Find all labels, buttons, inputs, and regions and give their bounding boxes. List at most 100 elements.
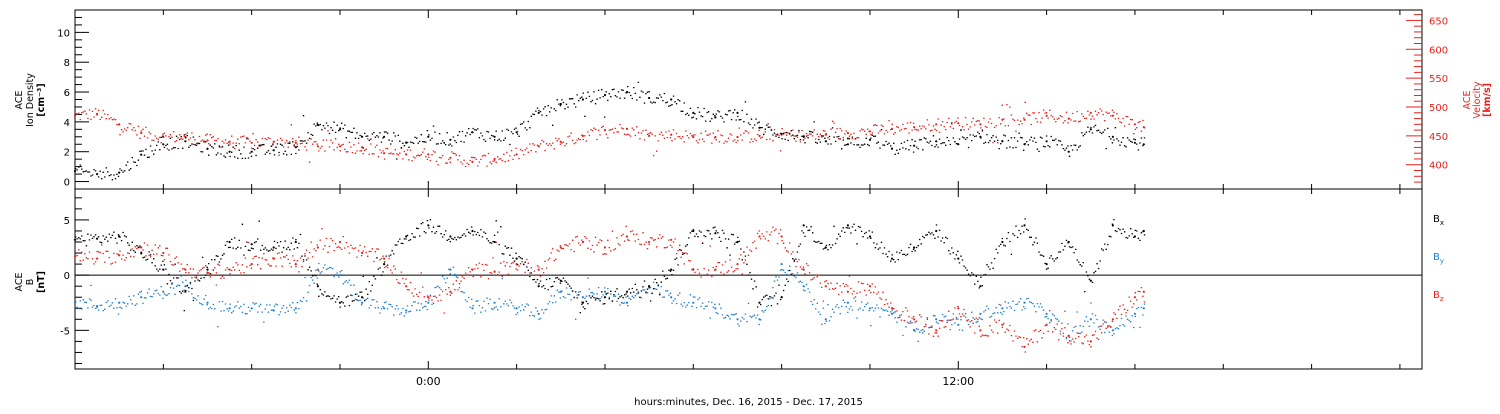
- by-point: [1089, 318, 1092, 321]
- ion-density-point: [250, 150, 253, 153]
- bz-point: [758, 235, 761, 238]
- ion-density-point: [1067, 150, 1070, 153]
- ion-density-point: [648, 96, 651, 100]
- velocity-point: [427, 153, 430, 156]
- by-point: [1001, 307, 1004, 310]
- panel-2-tick-label: -5: [60, 326, 70, 337]
- bx-point: [427, 224, 430, 227]
- bx-point: [736, 240, 739, 244]
- bx-point: [361, 296, 364, 299]
- velocity-point: [206, 139, 209, 142]
- bz-point: [383, 257, 386, 260]
- bx-point: [73, 238, 77, 241]
- velocity-point: [1023, 118, 1026, 121]
- legend-y: By: [1433, 252, 1444, 265]
- by-point: [471, 307, 474, 310]
- bz-point: [736, 263, 739, 266]
- bx-point: [272, 246, 275, 249]
- ion-density-point: [228, 150, 231, 153]
- ion-density-point: [1045, 140, 1048, 143]
- ion-density-point: [935, 140, 938, 143]
- velocity-point: [625, 127, 629, 130]
- bz-point: [96, 257, 99, 260]
- ion-density-point: [493, 135, 496, 138]
- bx-point: [581, 301, 585, 304]
- legend-z-sub: z: [1440, 295, 1444, 303]
- by-point: [96, 305, 99, 308]
- bz-point: [1001, 323, 1004, 326]
- bz-point: [1023, 345, 1026, 348]
- by-point: [537, 312, 540, 315]
- ion-density-point: [449, 138, 452, 141]
- ion-density-point: [692, 111, 695, 114]
- bx-point: [294, 240, 297, 244]
- by-point: [603, 290, 607, 293]
- velocity-point: [1089, 111, 1092, 114]
- ion-density-point: [581, 98, 585, 101]
- legend-y-sub: y: [1440, 257, 1444, 265]
- bz-point: [648, 240, 651, 244]
- velocity-point: [979, 123, 982, 126]
- velocity-point: [1133, 123, 1136, 126]
- bz-point: [846, 290, 850, 293]
- velocity-point: [846, 131, 850, 135]
- velocity-point: [338, 145, 342, 148]
- ion-density-point: [714, 116, 717, 119]
- bx-point: [250, 243, 253, 246]
- bx-point: [338, 301, 342, 304]
- bx-point: [383, 263, 386, 266]
- bx-point: [670, 268, 673, 271]
- bx-point: [184, 290, 187, 293]
- by-point: [162, 290, 165, 293]
- x-tick-label: 12:00: [942, 375, 974, 388]
- by-point: [1142, 307, 1145, 310]
- bx-point: [206, 268, 209, 271]
- bz-point: [957, 307, 960, 310]
- by-point: [802, 285, 805, 288]
- bx-point: [979, 285, 982, 288]
- plot-data-points: [73, 81, 1146, 353]
- panel-1-right-tick-label: 450: [1429, 132, 1448, 143]
- velocity-point: [449, 156, 452, 159]
- bz-point: [603, 246, 607, 249]
- panel-2-left-axis-title: B: [25, 279, 36, 286]
- by-point: [449, 268, 452, 271]
- by-point: [780, 263, 783, 266]
- bz-point: [868, 285, 872, 288]
- velocity-point: [1001, 118, 1004, 121]
- bx-point: [603, 296, 607, 299]
- plot-text: 0:00 12:00 hours:minutes, Dec. 16, 2015 - …: [14, 16, 1493, 408]
- ion-density-point: [96, 173, 99, 176]
- velocity-point: [515, 153, 518, 156]
- panel-1-right-tick-label: 550: [1429, 74, 1448, 85]
- velocity-point: [758, 134, 761, 137]
- bx-point: [802, 224, 805, 227]
- bx-point: [1045, 263, 1048, 266]
- by-point: [338, 274, 342, 277]
- ion-density-point: [802, 135, 805, 138]
- legend-y-base: B: [1433, 252, 1440, 263]
- velocity-samples: [75, 101, 1146, 168]
- bz-point: [140, 246, 143, 249]
- ion-density-point: [427, 135, 430, 138]
- by-point: [316, 268, 319, 271]
- bx-point: [1023, 224, 1026, 227]
- by-point: [383, 307, 386, 310]
- ion-density-point: [162, 143, 165, 146]
- panel-2-tick-label: 5: [64, 216, 70, 227]
- bz-point: [162, 251, 165, 255]
- bz-point: [802, 268, 805, 271]
- panel-1-left-axis-title: [cm⁻³]: [36, 83, 47, 116]
- by-point: [581, 296, 585, 299]
- ion-density-point: [559, 102, 562, 106]
- velocity-point: [736, 135, 739, 139]
- bz-point: [625, 235, 629, 238]
- panel-1-left-tick-label: 6: [64, 88, 70, 99]
- panel-1-left-tick-label: 4: [64, 118, 70, 129]
- bz-point: [250, 263, 253, 266]
- panel-1-right-axis-title: Velocity: [1472, 81, 1483, 119]
- bx-point: [868, 235, 872, 238]
- bx-point: [493, 240, 496, 244]
- by-point: [824, 318, 827, 321]
- panel-2-left-axis-title: ACE: [14, 273, 25, 292]
